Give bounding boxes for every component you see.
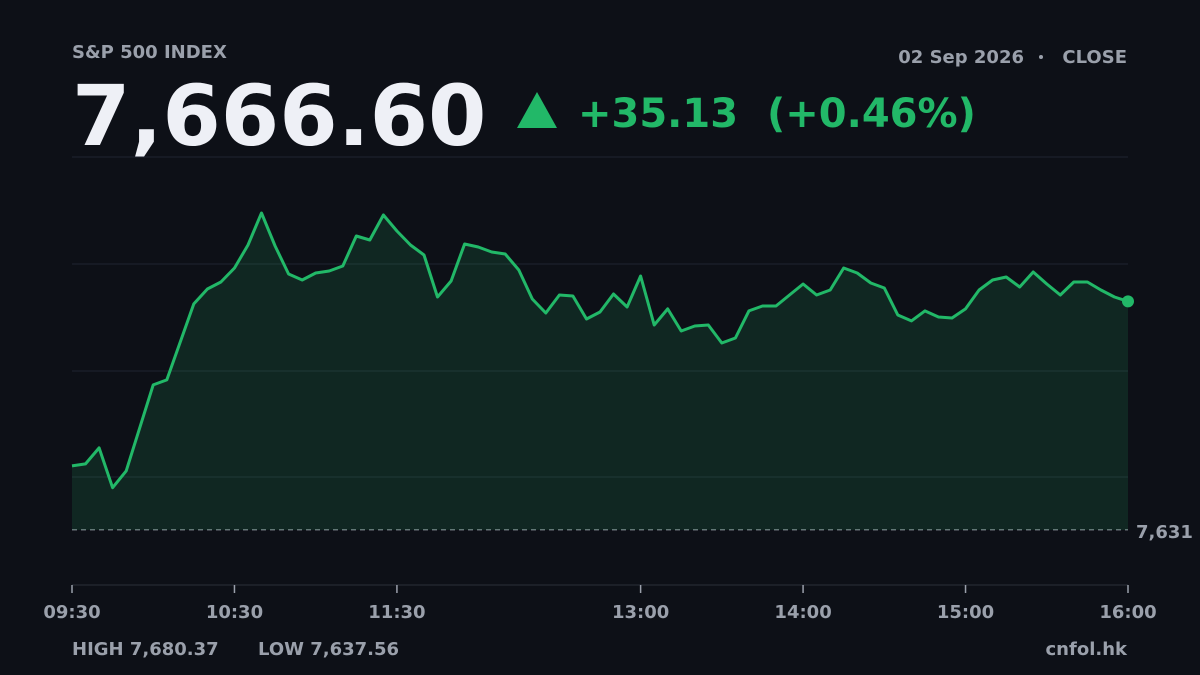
last-point: [1122, 295, 1134, 308]
x-tick-label: 16:00: [1099, 602, 1156, 623]
x-tick-label: 09:30: [43, 602, 100, 623]
date: 02 Sep 2026: [898, 47, 1024, 68]
x-tick-label: 15:00: [937, 602, 994, 623]
x-tick-label: 13:00: [612, 602, 669, 623]
x-tick-label: 11:30: [368, 602, 425, 623]
change: +35.13: [578, 91, 738, 137]
area: [72, 213, 1128, 530]
last-price: 7,666.60: [72, 67, 487, 165]
session: CLOSE: [1062, 47, 1127, 68]
up-arrow: [517, 92, 557, 128]
change-percent: (+0.46%): [767, 91, 976, 137]
x-tick-label: 14:00: [774, 602, 831, 623]
reference-label: 7,631: [1136, 522, 1193, 543]
day-low: LOW 7,637.56: [258, 639, 399, 660]
plot: 7,631 09:30 10:30 11:30 13:00 14:00 15:00 16:00: [43, 211, 1193, 623]
separator-dot: [1039, 55, 1043, 59]
source: cnfol.hk: [1046, 639, 1129, 660]
price-line: [71, 211, 1129, 490]
index-title: S&P 500 INDEX: [72, 42, 227, 63]
day-high: HIGH 7,680.37: [72, 639, 219, 660]
x-tick-label: 10:30: [206, 602, 263, 623]
